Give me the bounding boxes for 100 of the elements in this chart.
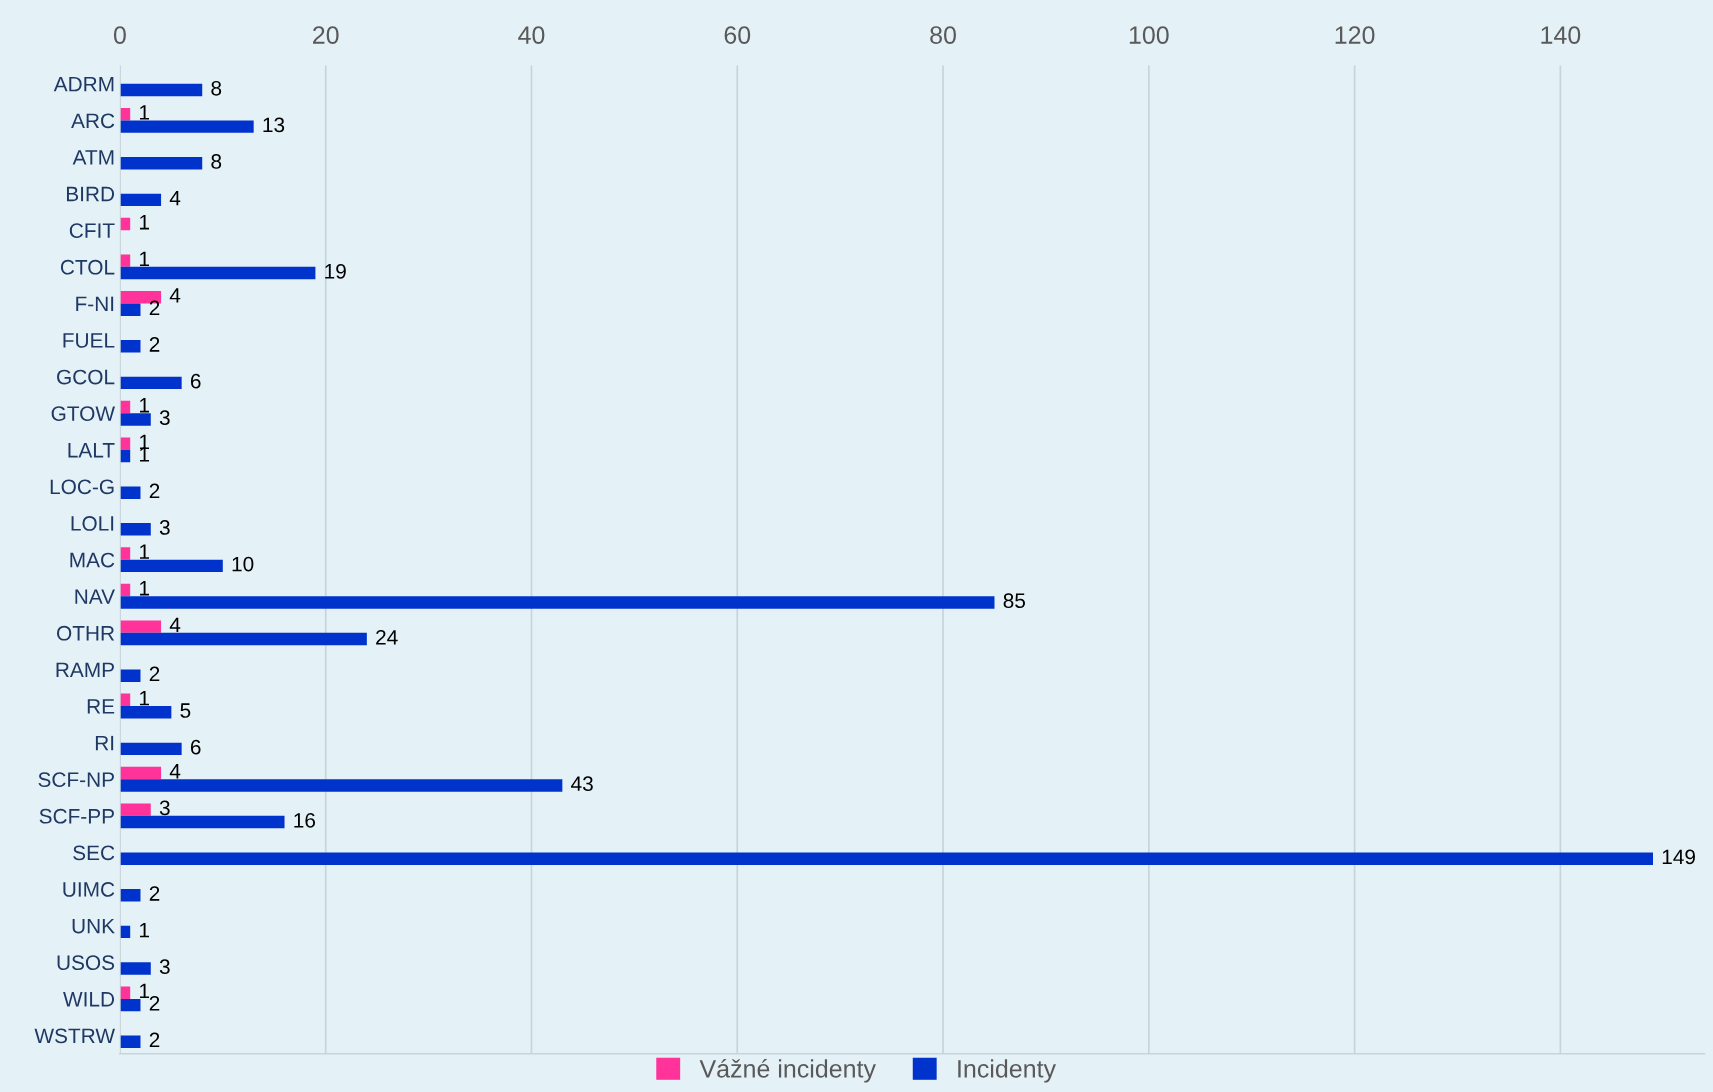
y-tick-label: GTOW [51, 406, 115, 421]
data-label: 1 [140, 215, 149, 230]
data-label: 4 [169, 190, 181, 206]
y-tick-label: NAV [75, 589, 115, 604]
bar [119, 632, 367, 646]
y-tick-label: GCOL [57, 369, 115, 385]
bar [119, 986, 131, 999]
y-tick-label: OTHR [57, 625, 115, 641]
y-tick-label: WILD [63, 992, 115, 1007]
bar [119, 620, 162, 633]
data-label: 4 [169, 617, 181, 633]
y-tick-label: LOLI [71, 516, 114, 531]
bar [119, 120, 254, 133]
bar [119, 706, 172, 719]
data-label: 1 [140, 922, 149, 938]
y-tick-label: CTOL [60, 259, 115, 275]
data-label: 1 [140, 690, 149, 706]
x-tick-label: 80 [930, 26, 956, 44]
data-label: 1 [140, 105, 149, 120]
data-label: 4 [169, 288, 181, 303]
legend-label: Vážné incidenty [699, 1059, 876, 1083]
bar [119, 547, 131, 560]
data-label: 13 [263, 117, 285, 133]
x-tick-label: 40 [518, 26, 545, 44]
bar [119, 559, 223, 573]
bar [119, 157, 203, 170]
data-label: 2 [149, 886, 160, 901]
data-label: 3 [159, 800, 170, 816]
y-tick-label: MAC [70, 552, 115, 568]
x-tick-label: 100 [1129, 26, 1169, 44]
bar [119, 766, 162, 780]
bar [119, 437, 131, 450]
y-tick-label: LOC-G [50, 479, 114, 495]
y-tick-label: SCF-PP [39, 808, 114, 824]
y-tick-label: BIRD [66, 186, 115, 202]
y-tick-label: ARC [71, 113, 115, 129]
data-label: 2 [149, 666, 160, 682]
data-label: 2 [149, 995, 160, 1011]
data-label: 3 [159, 959, 170, 975]
x-tick-label: 120 [1335, 26, 1375, 44]
y-tick-label: RAMP [56, 662, 114, 678]
bar [119, 523, 151, 536]
data-label: 2 [149, 483, 160, 499]
bar [119, 962, 151, 975]
y-tick-label: USOS [57, 955, 115, 971]
bar [119, 413, 151, 426]
y-tick-label: RE [87, 699, 115, 714]
data-label: 2 [149, 300, 160, 316]
y-tick-label: SEC [73, 845, 115, 861]
data-label: 24 [376, 629, 398, 645]
y-tick-label: LALT [68, 443, 115, 458]
data-label: 19 [325, 263, 346, 279]
data-label: 6 [190, 739, 201, 755]
bar [119, 779, 563, 792]
bar [119, 742, 182, 756]
bar [119, 1035, 141, 1048]
x-tick-label: 140 [1541, 26, 1581, 44]
y-tick-label: F-NI [76, 296, 114, 311]
data-label: 43 [571, 776, 593, 792]
data-label: 1 [140, 581, 149, 596]
data-label: 1 [140, 434, 149, 450]
x-tick-label: 20 [313, 26, 339, 44]
data-label: 1 [140, 251, 149, 266]
y-tick-label: ADRM [53, 77, 114, 92]
y-tick-label: RI [95, 735, 114, 751]
bar [119, 303, 141, 316]
y-tick-label: FUEL [63, 333, 115, 348]
data-label: 2 [149, 1032, 160, 1048]
bar [119, 815, 285, 829]
data-label: 6 [190, 373, 201, 389]
data-label: 2 [149, 337, 160, 352]
bar [119, 376, 182, 390]
data-label: 1 [140, 398, 149, 413]
data-label: 10 [232, 556, 254, 572]
data-label: 85 [1003, 593, 1026, 609]
x-tick-label: 60 [724, 26, 751, 44]
data-label: 16 [294, 812, 316, 828]
legend-label: Incidenty [958, 1059, 1056, 1083]
bar [119, 852, 1653, 865]
data-label: 1 [140, 983, 149, 999]
bar [119, 486, 141, 499]
data-label: 1 [140, 544, 149, 559]
bar [119, 596, 995, 609]
data-label: 3 [159, 410, 170, 426]
data-label: 8 [211, 80, 222, 96]
bar [119, 193, 162, 207]
y-tick-label: SCF-NP [38, 772, 114, 788]
y-tick-label: CFIT [69, 223, 115, 238]
bar [119, 889, 141, 902]
x-tick-label: 0 [113, 26, 126, 44]
bar [119, 669, 141, 682]
bar [119, 254, 131, 267]
y-tick-label: WSTRW [34, 1028, 115, 1044]
data-label: 149 [1662, 849, 1695, 865]
data-label: 3 [159, 520, 170, 535]
y-tick-label: UIMC [63, 882, 115, 897]
y-tick-label: UNK [72, 918, 115, 934]
data-label: 8 [211, 154, 222, 169]
bar [119, 83, 203, 97]
data-label: 4 [169, 764, 181, 779]
